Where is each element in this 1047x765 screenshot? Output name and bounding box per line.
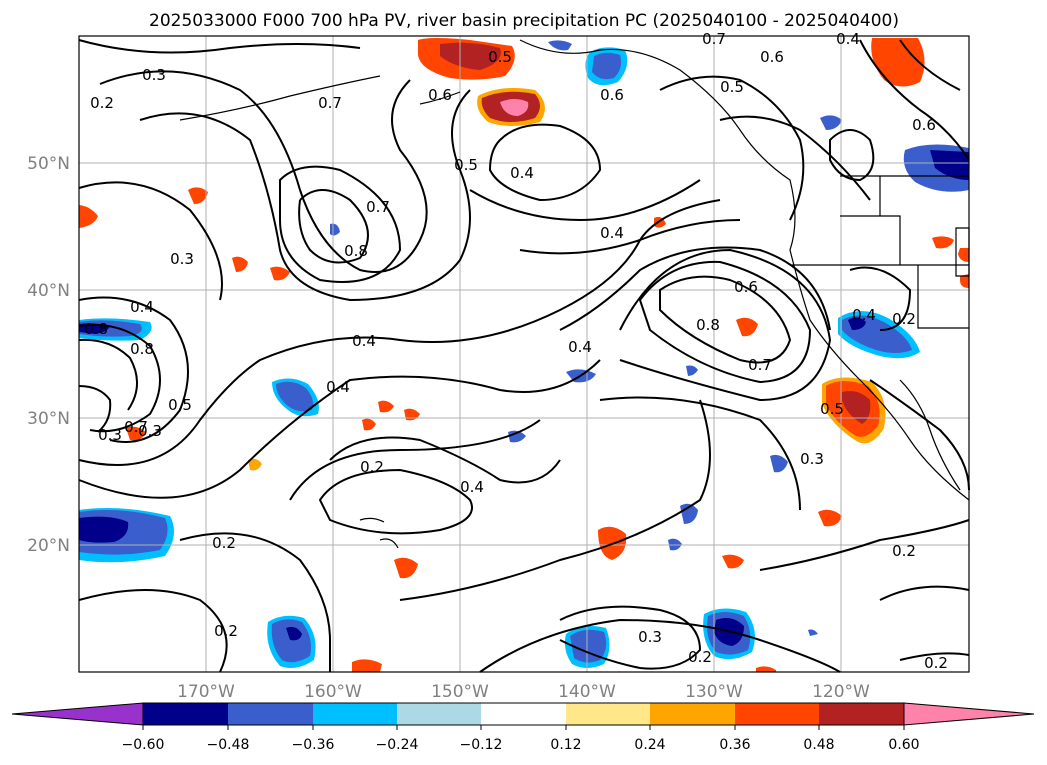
colorbar-segment	[735, 703, 819, 725]
lon-label: 160°W	[304, 682, 362, 702]
lat-label: 30°N	[27, 409, 70, 429]
contour-label: 0.4	[568, 338, 592, 356]
contour-label: 0.4	[352, 332, 376, 350]
latitude-labels: 50°N 40°N 30°N 20°N	[27, 154, 70, 556]
contour-label: 0.2	[360, 458, 384, 476]
contour-label: 0.4	[326, 378, 350, 396]
lat-label: 50°N	[27, 154, 70, 174]
contour-label: 0.5	[488, 48, 512, 66]
contour-labels: 0.2 0.3 0.7 0.6 0.5 0.6 0.5 0.7 0.6 0.4 …	[84, 30, 948, 672]
contour-label: 0.6	[428, 86, 452, 104]
colorbar-tick-label: −0.24	[376, 737, 419, 753]
contour-label: 0.3	[142, 66, 166, 84]
lon-label: 150°W	[431, 682, 489, 702]
colorbar-tick-label: 0.24	[634, 737, 665, 753]
contour-label: 0.4	[600, 224, 624, 242]
colorbar-tick-label: −0.12	[460, 737, 503, 753]
lon-label: 120°W	[812, 682, 870, 702]
colorbar-segment	[143, 703, 228, 725]
contour-label: 0.7	[124, 418, 148, 436]
figure-title: 2025033000 F000 700 hPa PV, river basin …	[149, 11, 899, 31]
colorbar-tick-label: 0.36	[719, 737, 750, 753]
contour-label: 0.7	[702, 30, 726, 48]
colorbar-tick-label: −0.36	[292, 737, 335, 753]
contour-label: 0.8	[696, 316, 720, 334]
colorbar-segment	[481, 703, 566, 725]
contour-label: 0.5	[168, 396, 192, 414]
colorbar-segment	[397, 703, 481, 725]
lat-label: 20°N	[27, 536, 70, 556]
lon-label: 170°W	[177, 682, 235, 702]
contour-label: 0.2	[688, 648, 712, 666]
contour-label: 0.3	[170, 250, 194, 268]
colorbar-segment	[566, 703, 650, 725]
contour-label: 0.5	[720, 78, 744, 96]
contour-label: 0.6	[760, 48, 784, 66]
colorbar-segment	[228, 703, 313, 725]
gridlines	[79, 36, 969, 672]
contour-label: 0.8	[130, 340, 154, 358]
lon-label: 140°W	[558, 682, 616, 702]
contour-label: 0.5	[454, 156, 478, 174]
contour-label: 0.2	[90, 94, 114, 112]
contour-label: 0.8	[344, 242, 368, 260]
contour-label: 0.6	[912, 116, 936, 134]
contour-label: 0.2	[892, 542, 916, 560]
contour-label: 0.4	[510, 164, 534, 182]
contour-label: 0.3	[800, 450, 824, 468]
colorbar-tick-label: −0.48	[207, 737, 250, 753]
colorbar-tick-marks	[142, 725, 905, 730]
colorbar-segment	[650, 703, 735, 725]
contour-label: 0.7	[748, 356, 772, 374]
contour-label: 0.2	[924, 654, 948, 672]
lon-label: 130°W	[685, 682, 743, 702]
coastlines	[179, 39, 970, 549]
contour-label: 0.4	[836, 30, 860, 48]
colorbar-extend-min	[11, 702, 144, 726]
colorbar-tick-label: −0.60	[122, 737, 165, 753]
contour-label: 0.4	[852, 306, 876, 324]
longitude-labels: 170°W 160°W 150°W 140°W 130°W 120°W	[177, 682, 870, 702]
contour-label: 0.5	[820, 400, 844, 418]
contour-label: 0.7	[366, 198, 390, 216]
contour-label: 0.4	[460, 478, 484, 496]
colorbar-segment	[313, 703, 397, 725]
colorbar-extend-max	[903, 702, 1035, 726]
contour-label: 0.6	[600, 86, 624, 104]
colorbar-tick-label: 0.12	[550, 737, 581, 753]
pv-contours	[78, 39, 970, 673]
map-background	[79, 36, 969, 672]
map-frame	[78, 35, 970, 673]
colorbar-tick-label: 0.48	[803, 737, 834, 753]
map-plot-area	[78, 35, 970, 673]
contour-label: 0.2	[214, 622, 238, 640]
contour-label: 0.4	[130, 298, 154, 316]
colorbar	[11, 702, 1035, 726]
colorbar-frame	[142, 702, 905, 726]
colorbar-segment	[819, 703, 904, 725]
contour-label: 0.3	[138, 422, 162, 440]
contour-label: 0.2	[212, 534, 236, 552]
contour-label: 0.6	[734, 278, 758, 296]
contour-label: 0.2	[892, 310, 916, 328]
contour-label: 0.7	[318, 94, 342, 112]
contour-label: 0.3	[98, 426, 122, 444]
contour-label: 0.3	[638, 628, 662, 646]
contour-label: 0.8	[84, 320, 108, 338]
colorbar-ticks: −0.60 −0.48 −0.36 −0.24 −0.12 0.12 0.24 …	[122, 737, 920, 753]
colorbar-tick-label: 0.60	[888, 737, 919, 753]
lat-label: 40°N	[27, 281, 70, 301]
